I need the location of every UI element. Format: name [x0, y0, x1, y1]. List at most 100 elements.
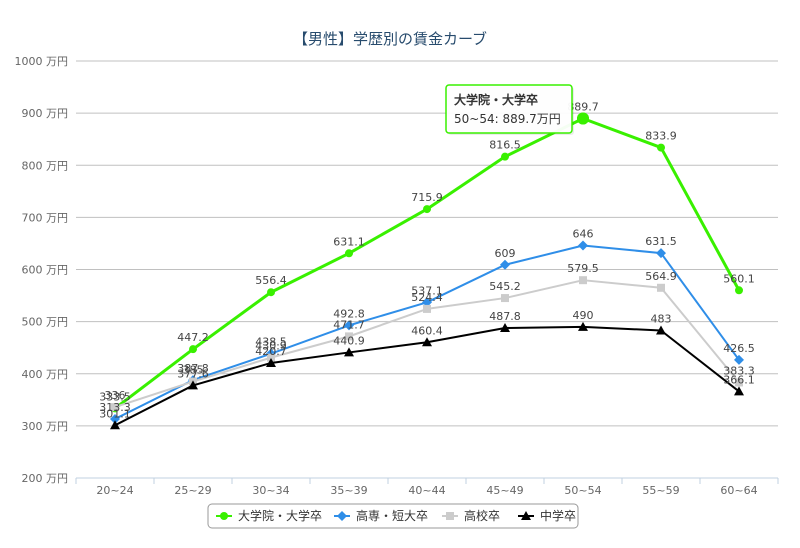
legend-marker[interactable]	[521, 511, 531, 520]
data-label: 366.1	[723, 373, 755, 386]
x-tick-label: 50~54	[564, 484, 601, 497]
x-tick-label: 35~39	[330, 484, 367, 497]
x-tick-label: 30~34	[252, 484, 289, 497]
data-point[interactable]	[735, 378, 743, 387]
data-label: 564.9	[645, 270, 677, 283]
series-3	[110, 321, 744, 430]
data-label: 301.1	[99, 407, 131, 420]
data-label: 383.3	[723, 364, 755, 377]
series-lines	[110, 112, 744, 430]
legend-item[interactable]: 高専・短大卒	[334, 508, 428, 523]
data-point[interactable]	[578, 321, 588, 331]
data-point[interactable]	[735, 286, 743, 295]
data-label: 460.4	[411, 324, 443, 337]
data-point[interactable]	[501, 152, 509, 161]
y-tick-label: 400 万円	[22, 368, 69, 381]
data-point[interactable]	[656, 248, 666, 259]
data-point[interactable]	[189, 345, 197, 354]
data-label: 430.9	[255, 340, 287, 353]
data-label: 631.1	[333, 235, 365, 248]
data-label: 556.4	[255, 274, 287, 287]
x-tick-label: 55~59	[642, 484, 679, 497]
data-label: 385	[183, 364, 204, 377]
data-point[interactable]	[578, 240, 588, 251]
data-label: 646	[573, 228, 594, 241]
x-tick-label: 25~29	[174, 484, 211, 497]
data-label: 447.2	[177, 331, 209, 344]
data-label: 545.2	[489, 280, 521, 293]
legend-item[interactable]: 中学卒	[518, 508, 576, 523]
data-point[interactable]	[423, 205, 431, 214]
data-label: 377.6	[177, 367, 209, 380]
data-point[interactable]	[267, 288, 275, 297]
data-point[interactable]	[344, 320, 354, 331]
legend-marker[interactable]	[337, 511, 347, 521]
data-label: 438.5	[255, 336, 287, 349]
data-label: 490	[573, 309, 594, 322]
legend-label: 高専・短大卒	[356, 508, 428, 523]
data-point[interactable]	[734, 354, 744, 365]
data-label: 560.1	[723, 272, 755, 285]
legend-item[interactable]: 大学院・大学卒	[216, 508, 322, 523]
data-label: 609	[495, 247, 516, 260]
y-tick-label: 500 万円	[22, 316, 69, 329]
data-label: 492.8	[333, 307, 365, 320]
data-point[interactable]	[266, 357, 276, 367]
data-label: 487.8	[489, 310, 521, 323]
chart-title: 【男性】学歴別の賃金カーブ	[293, 30, 487, 48]
legend[interactable]: 大学院・大学卒 高専・短大卒 高校卒 中学卒	[207, 503, 579, 529]
x-tick-label: 60~64	[720, 484, 757, 497]
data-point[interactable]	[110, 420, 120, 430]
data-point[interactable]	[422, 297, 432, 308]
data-label: 387.8	[177, 362, 209, 375]
data-point[interactable]	[656, 325, 666, 335]
data-label: 471.7	[333, 318, 365, 331]
data-point[interactable]	[734, 386, 744, 396]
grid	[76, 60, 778, 479]
data-point[interactable]	[500, 322, 510, 332]
x-tick-label: 45~49	[486, 484, 523, 497]
legend-label: 中学卒	[540, 508, 576, 523]
data-label: 524.4	[411, 291, 443, 304]
axes: 200 万円 300 万円 400 万円 500 万円 600 万円 700 万円 800 …	[15, 55, 779, 497]
x-tick-label: 20~24	[96, 484, 133, 497]
data-point[interactable]	[345, 332, 353, 341]
y-tick-label: 200 万円	[22, 472, 69, 485]
data-point[interactable]	[267, 353, 275, 362]
data-label: 833.9	[645, 130, 677, 143]
data-label: 420.7	[255, 345, 287, 358]
data-label: 889.7	[567, 100, 599, 113]
data-point[interactable]	[501, 294, 509, 303]
data-point[interactable]	[344, 347, 354, 357]
data-point[interactable]	[423, 304, 431, 313]
data-point[interactable]	[345, 249, 353, 258]
tooltip-title: 大学院・大学卒	[454, 92, 538, 107]
data-label: 816.5	[489, 139, 521, 152]
data-point[interactable]	[657, 143, 665, 152]
legend-item[interactable]: 高校卒	[442, 508, 500, 523]
tooltip-value: 50~54: 889.7万円	[454, 112, 561, 126]
tooltip-box	[445, 84, 573, 134]
legend-marker[interactable]	[446, 512, 454, 520]
data-label: 483	[651, 312, 672, 325]
data-point[interactable]	[500, 259, 510, 270]
y-tick-label: 900 万円	[22, 107, 69, 120]
legend-label: 大学院・大学卒	[238, 508, 322, 523]
data-point[interactable]	[188, 380, 198, 390]
data-point[interactable]	[657, 283, 665, 292]
data-label: 631.5	[645, 235, 677, 248]
data-point[interactable]	[111, 403, 119, 412]
data-label: 313.3	[99, 401, 131, 414]
tooltip: 大学院・大学卒 50~54: 889.7万円	[445, 84, 589, 135]
data-point[interactable]	[579, 276, 587, 285]
y-tick-label: 300 万円	[22, 420, 69, 433]
data-labels: 333.5 447.2 556.4 631.1 715.9 816.5 889.7 833.9…	[99, 100, 755, 420]
data-label: 537.1	[411, 284, 443, 297]
x-tick-label: 40~44	[408, 484, 445, 497]
data-point[interactable]	[422, 337, 432, 347]
legend-marker[interactable]	[220, 512, 228, 520]
data-point[interactable]	[110, 413, 120, 424]
data-label: 715.9	[411, 191, 443, 204]
